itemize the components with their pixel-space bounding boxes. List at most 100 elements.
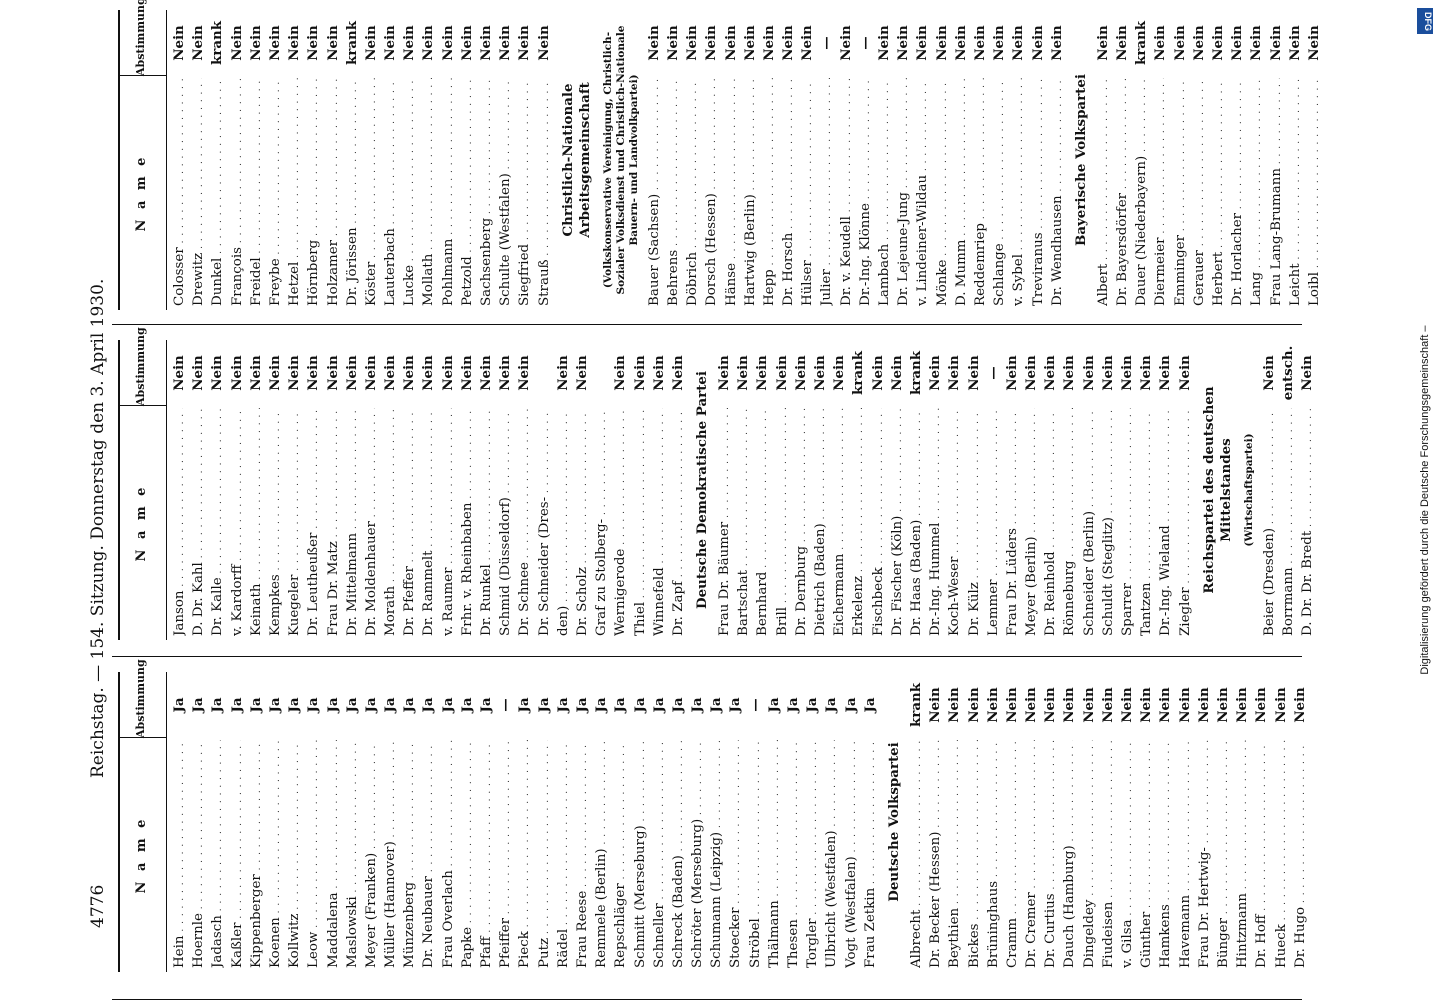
- member-row: den) Nein: [554, 340, 573, 640]
- member-name: Dunkel: [208, 78, 229, 306]
- member-row: Eichermann Nein: [830, 340, 849, 640]
- member-name: Bernhard: [753, 408, 774, 636]
- member-row: Kippenberger Ja: [247, 672, 266, 972]
- member-vote: Nein: [1010, 25, 1027, 61]
- member-name: Thälmann: [765, 740, 786, 968]
- member-row: Schumann (Leipzig) Ja: [707, 672, 726, 972]
- member-row: Bickes Nein: [965, 672, 984, 972]
- member-row: v. Raumer Nein: [439, 340, 458, 640]
- member-row: Lang Nein: [1247, 10, 1266, 310]
- member-vote: Nein: [952, 25, 969, 61]
- member-vote: Nein: [305, 25, 322, 61]
- vote-rows: ColosserNeinDrewitzNeinDunkelkrankFranço…: [170, 10, 1324, 310]
- member-row: Frhr. v. Rheinbaben Nein: [458, 340, 477, 640]
- member-row: Dr. Runkel Nein: [477, 340, 496, 640]
- member-vote: Nein: [171, 355, 187, 391]
- member-name: Dr.-Ing. Wieland: [1156, 408, 1177, 636]
- member-row: Holzamer Nein: [324, 10, 343, 310]
- member-row: Keinath Nein: [247, 340, 266, 640]
- member-name: Dauer (Niederbayern): [1132, 78, 1153, 306]
- member-name: Freybe: [266, 78, 287, 306]
- member-vote: Nein: [991, 25, 1008, 61]
- member-row: Dr. Curtius Nein: [1041, 672, 1060, 972]
- member-vote: Nein: [362, 355, 379, 391]
- member-row: Dr. Pfeffer Nein: [400, 340, 419, 640]
- member-row: Bauer (Sachsen) Nein: [645, 10, 664, 310]
- member-name: Dr.-Ing. Klönne: [856, 78, 877, 306]
- member-vote: Ja: [535, 697, 552, 713]
- member-row: Dr. Rammelt Nein: [419, 340, 438, 640]
- member-row: Drewitz Nein: [189, 10, 208, 310]
- member-name: v. Sybel: [1009, 78, 1030, 306]
- member-vote: Nein: [792, 355, 809, 391]
- member-vote: Nein: [650, 355, 667, 391]
- member-vote: Ja: [650, 697, 667, 713]
- member-row: Freybe Nein: [266, 10, 285, 310]
- member-row: Frau Overlach Ja: [439, 672, 458, 972]
- member-row: Ziegler Nein: [1176, 340, 1195, 640]
- member-vote: Ja: [631, 697, 648, 713]
- member-vote: Nein: [716, 355, 733, 391]
- member-name: Schulte (Westfalen): [496, 78, 517, 306]
- member-vote: Nein: [722, 25, 739, 61]
- member-name: den): [554, 408, 575, 636]
- member-name: Colosser: [170, 78, 191, 306]
- member-row: Vogt (Westfalen) Ja: [842, 672, 861, 972]
- party-heading-text: Christlich-Nationale Arbeitsgemeinschaft: [559, 82, 593, 238]
- member-vote: Ja: [785, 697, 801, 713]
- column-rule: [112, 324, 1302, 325]
- member-row: Morath Nein: [381, 340, 400, 640]
- member-row: Schuldt (Steglitz) Nein: [1099, 340, 1118, 640]
- member-row: Lucke Nein: [400, 10, 419, 310]
- member-name: Bauer (Sachsen): [645, 78, 666, 306]
- member-vote: —: [818, 36, 835, 50]
- column-header: N a m e Abstimmung: [118, 0, 167, 310]
- member-vote: Nein: [612, 355, 629, 391]
- member-vote: Nein: [171, 25, 187, 61]
- member-name: Frau Dr. Lüders: [1003, 408, 1024, 636]
- member-name: Döbrich: [683, 78, 704, 306]
- page-number: 4776: [88, 884, 108, 928]
- member-vote: Nein: [754, 355, 771, 391]
- member-name: Dr. Curtius: [1041, 740, 1062, 968]
- member-vote: Ja: [727, 697, 744, 713]
- member-row: François Nein: [228, 10, 247, 310]
- member-name: Hülser: [798, 78, 819, 306]
- member-name: Hintzmann: [1233, 740, 1254, 968]
- member-name: Müller (Hannover): [381, 740, 402, 968]
- member-vote: Nein: [305, 355, 322, 391]
- member-row: Torgler Ja: [803, 672, 822, 972]
- member-row: Koch-Weser Nein: [945, 340, 964, 640]
- member-vote: Nein: [1234, 687, 1251, 723]
- member-row: Frau Dr. Hertwig- Nein: [1195, 672, 1214, 972]
- member-name: Pieck: [515, 740, 536, 968]
- member-row: Winnefeld Nein: [650, 340, 669, 640]
- member-name: Repschläger: [611, 740, 632, 968]
- member-row: Schmitt (Merseburg) Ja: [631, 672, 650, 972]
- member-vote: Nein: [645, 25, 662, 61]
- member-row: Dr. Külz Nein: [965, 340, 984, 640]
- member-vote: Nein: [458, 25, 475, 61]
- member-name: v. Raumer: [439, 408, 460, 636]
- member-name: Rädel: [554, 740, 575, 968]
- member-row: Dr. Becker (Hessen) Nein: [926, 672, 945, 972]
- header-vote: Abstimmung: [134, 659, 147, 738]
- member-name: Drewitz: [189, 78, 210, 306]
- member-row: Dr.-Ing. Klönne —: [856, 10, 875, 310]
- member-row: Graf zu Stolberg-: [592, 340, 611, 640]
- member-name: Fiudeisen: [1099, 740, 1120, 968]
- member-vote: Nein: [1042, 687, 1059, 723]
- member-row: Albrecht krank: [907, 672, 926, 972]
- member-row: Frau Lang-Brumann Nein: [1267, 10, 1286, 310]
- member-row: Dr. Cremer Nein: [1022, 672, 1041, 972]
- member-name: Beythien: [945, 740, 966, 968]
- member-vote: Ja: [458, 697, 475, 713]
- member-name: Dr. v. Keudell: [837, 78, 858, 306]
- member-vote: Nein: [760, 25, 777, 61]
- member-name: Gerauer: [1190, 78, 1211, 306]
- member-name: Dietrich (Baden): [811, 408, 832, 636]
- member-row: Fischbeck Nein: [869, 340, 888, 640]
- member-name: Remmele (Berlin): [592, 740, 613, 968]
- column-header: N a m e Abstimmung: [118, 327, 167, 640]
- member-vote: Nein: [209, 355, 226, 391]
